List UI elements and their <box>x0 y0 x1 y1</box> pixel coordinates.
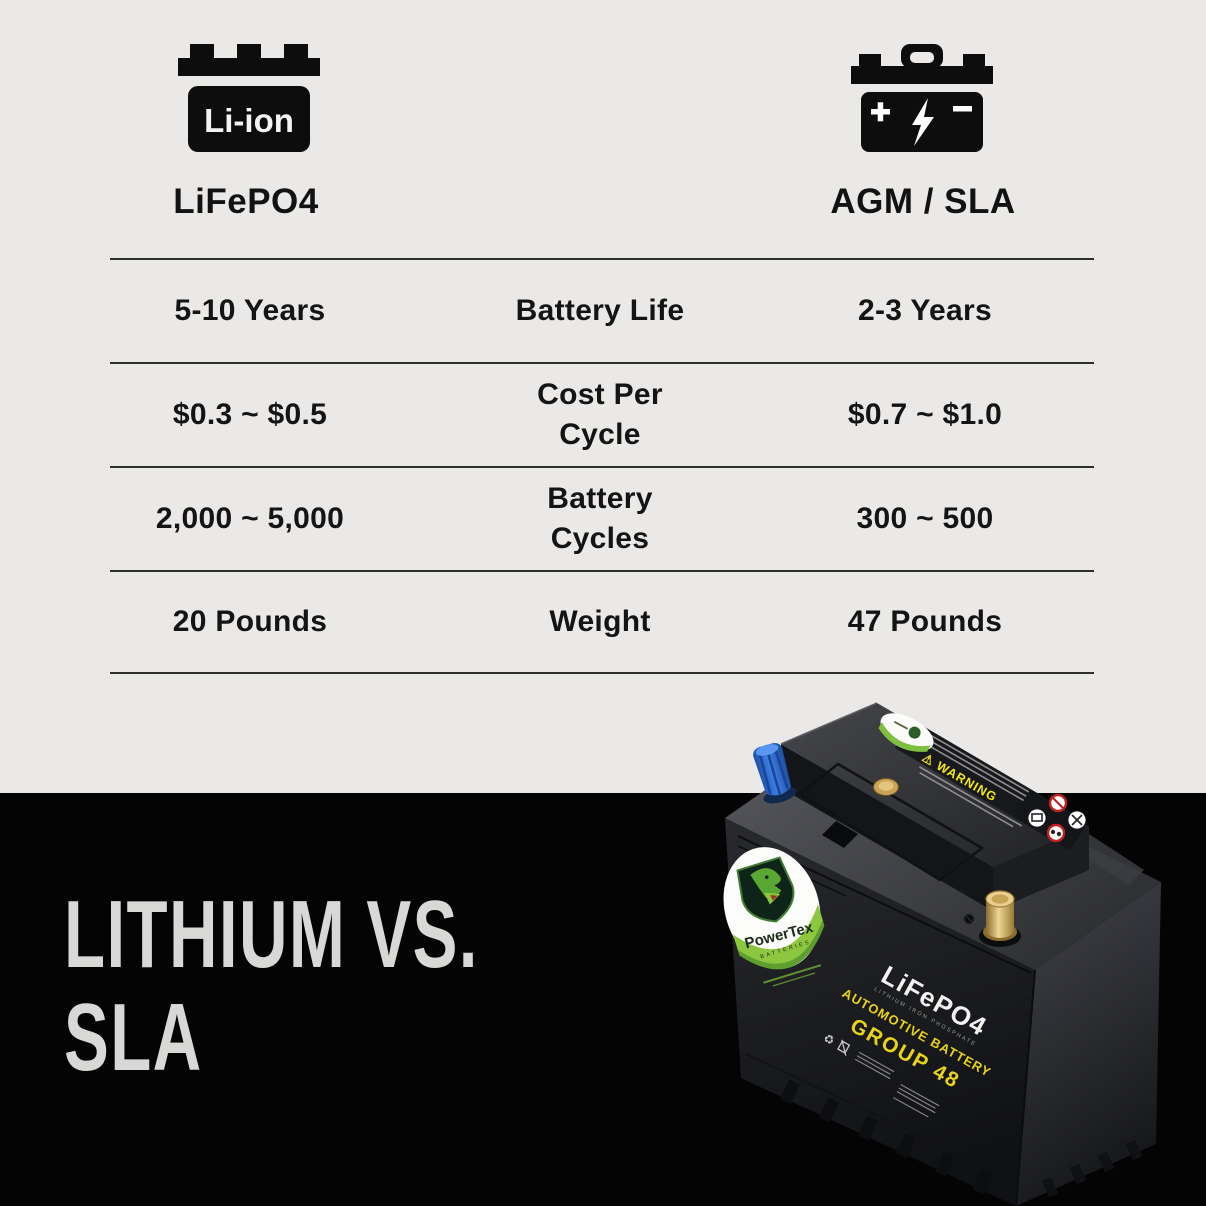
blue-terminal-cap <box>753 743 797 804</box>
sla-value: $0.7 ~ $1.0 <box>847 398 1003 432</box>
fine-print-lines <box>854 1051 940 1118</box>
minus-symbol <box>953 106 972 112</box>
powertex-shield-logo: PowerTex BATTERIES <box>723 847 825 987</box>
sla-value: 47 Pounds <box>847 605 1003 639</box>
comparison-table: 5-10 Years Battery Life 2-3 Years $0.3 ~… <box>110 258 1094 674</box>
battery-right-face <box>1016 882 1161 1206</box>
rim-step <box>1074 834 1144 885</box>
metric-label: Battery Cycles <box>547 482 653 555</box>
sla-value: 300 ~ 500 <box>856 502 994 536</box>
lithium-value: 5-10 Years <box>174 294 326 328</box>
lightning-bolt-icon <box>912 98 934 146</box>
case-ribs <box>745 1053 1143 1198</box>
metric-label: Weight <box>549 605 651 639</box>
vent-cap <box>873 778 899 796</box>
lithium-value: 2,000 ~ 5,000 <box>155 502 345 536</box>
headline-text: LITHIUM VS. SLA <box>64 881 479 1091</box>
table-row-cost-per-cycle: $0.3 ~ $0.5 Cost Per Cycle $0.7 ~ $1.0 <box>110 362 1094 466</box>
li-ion-icon-label: Li-ion <box>204 102 294 139</box>
safety-icons <box>1014 790 1088 850</box>
plus-symbol <box>871 102 890 122</box>
lithium-column-title: LiFePO4 <box>173 182 319 221</box>
lithium-value: $0.3 ~ $0.5 <box>172 398 328 432</box>
battery-product-image: ⚠ WARNING <box>723 702 1161 1206</box>
li-ion-battery-icon: Li-ion <box>178 44 320 152</box>
metric-label: Battery Life <box>515 294 685 328</box>
dino-head-emblem <box>750 868 782 905</box>
lid-recess-hole <box>822 821 858 848</box>
lid-recess-outline <box>797 762 985 882</box>
sla-column-title: AGM / SLA <box>830 182 1016 221</box>
metric-label: Cost Per Cycle <box>537 378 663 451</box>
lid-front-face <box>781 744 993 911</box>
corner-seam <box>1015 969 1036 1206</box>
lithium-value: 20 Pounds <box>172 605 328 639</box>
table-row-weight: 20 Pounds Weight 47 Pounds <box>110 570 1094 674</box>
gold-terminal-post <box>963 890 1021 947</box>
table-row-battery-cycles: 2,000 ~ 5,000 Battery Cycles 300 ~ 500 <box>110 466 1094 570</box>
table-row-battery-life: 5-10 Years Battery Life 2-3 Years <box>110 258 1094 362</box>
lid-logo-sticker <box>878 713 934 752</box>
sla-value: 2-3 Years <box>858 294 992 328</box>
lid-edge-highlight <box>780 702 878 745</box>
agm-battery-icon <box>851 44 993 152</box>
